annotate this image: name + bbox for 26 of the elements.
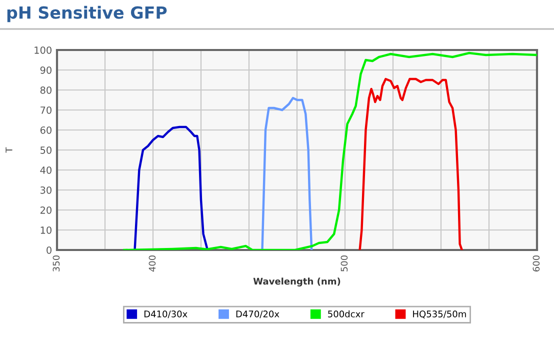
chart-title: pH Sensitive GFP [7,6,167,22]
legend-label: 500dcxr [328,310,364,318]
line-series [358,78,464,250]
line-series [134,126,209,250]
y-tick-label: 50 [40,146,52,154]
y-axis-title: T [6,147,12,153]
legend-label: HQ535/50m [413,310,466,318]
y-tick-label: 100 [34,46,52,54]
x-tick-label: 400 [148,255,156,272]
y-tick-label: 40 [40,166,52,174]
line-series [123,52,537,250]
y-tick-label: 70 [40,106,52,114]
y-tick-label: 0 [46,246,52,254]
y-tick-label: 10 [40,226,52,234]
x-tick-label: 500 [340,255,348,272]
x-tick-label: 350 [52,255,60,272]
y-tick-label: 20 [40,206,52,214]
line-series [261,96,313,250]
legend-label: D410/30x [144,310,188,318]
y-tick-label: 90 [40,66,52,74]
y-tick-label: 60 [40,126,52,134]
x-axis-title: Wavelength (nm) [253,278,340,286]
x-tick-label: 600 [532,255,540,272]
y-tick-label: 30 [40,186,52,194]
y-tick-label: 80 [40,86,52,94]
legend-label: D470/20x [236,310,280,318]
